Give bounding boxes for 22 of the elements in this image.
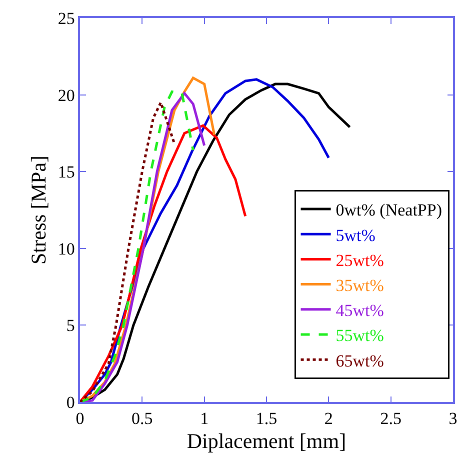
legend-label: 0wt% (NeatPP) — [336, 200, 442, 220]
y-tick-label: 25 — [58, 8, 75, 28]
x-tick-label: 2 — [324, 409, 333, 428]
x-tick-label: 0.5 — [132, 409, 153, 428]
legend-label: 65wt% — [336, 351, 384, 370]
x-tick-label: 3 — [448, 409, 458, 428]
x-tick-label: 2.5 — [380, 409, 402, 428]
legend-label: 35wt% — [336, 276, 384, 295]
y-tick-label: 20 — [58, 86, 75, 105]
legend-label: 55wt% — [336, 326, 384, 346]
line-series — [80, 101, 176, 402]
x-tick-label: 1 — [200, 409, 209, 428]
x-axis-title: Diplacement [mm] — [186, 428, 346, 453]
y-tick-label: 15 — [58, 162, 75, 182]
legend-label: 5wt% — [336, 226, 376, 245]
x-tick-label: 1.5 — [256, 409, 278, 428]
y-tick-label: 10 — [58, 239, 75, 258]
legend-label: 25wt% — [336, 250, 384, 270]
legend-label: 45wt% — [336, 301, 384, 320]
y-axis-title: Stress [MPa] — [26, 155, 50, 265]
y-tick-label: 5 — [66, 316, 75, 336]
y-tick-label: 0 — [66, 392, 75, 412]
